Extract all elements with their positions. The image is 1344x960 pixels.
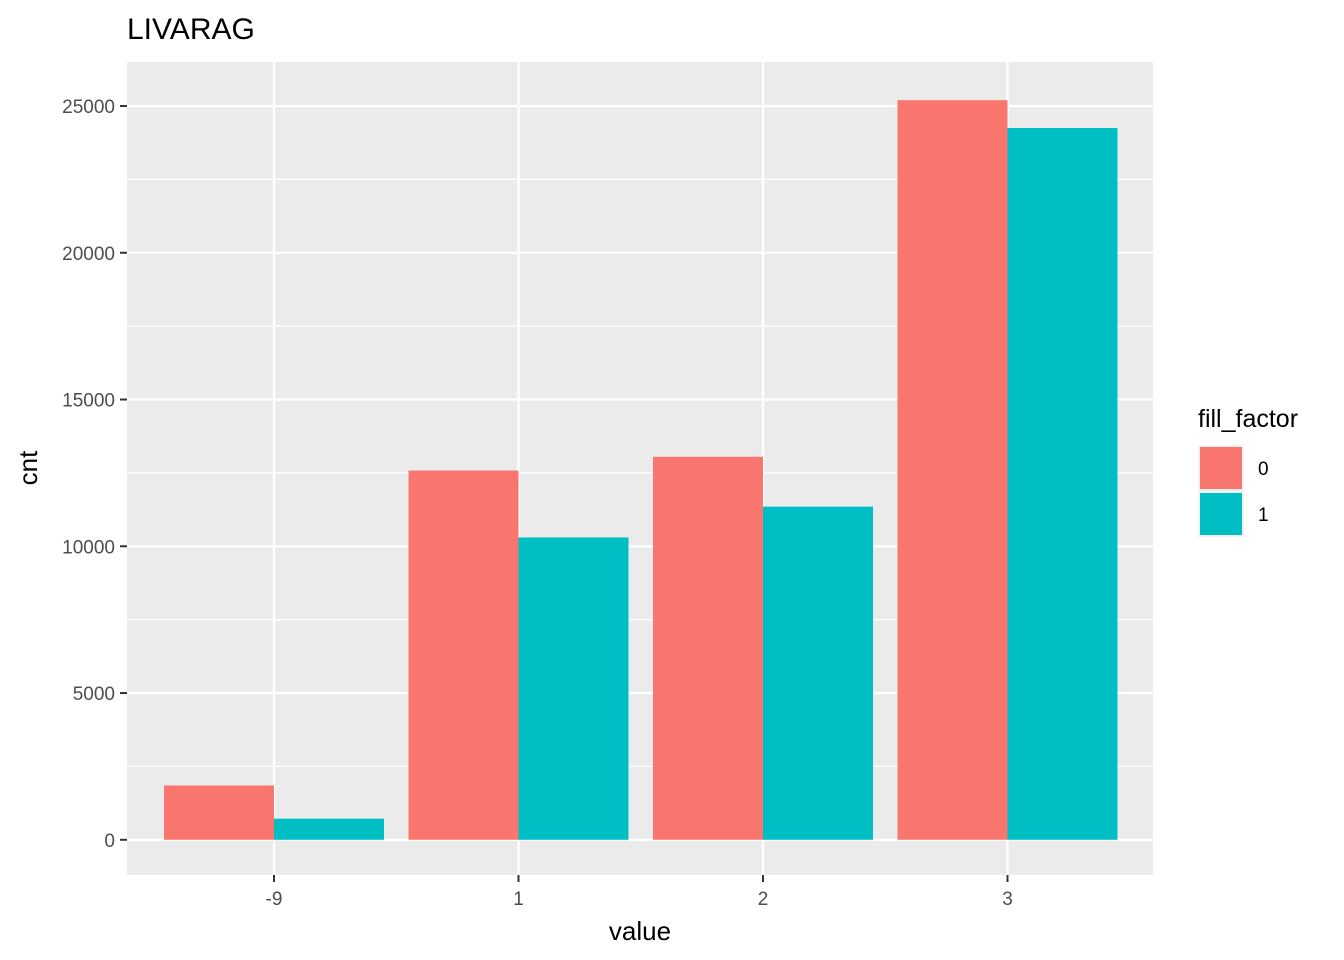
bar-series-1-3: [1007, 128, 1118, 840]
chart-title: LIVARAG: [127, 13, 255, 46]
y-tick-label: 25000: [62, 97, 115, 118]
x-axis: -9 1 2 3: [266, 875, 1013, 910]
x-axis-title: value: [609, 916, 671, 946]
bar-series-1-1: [518, 537, 629, 840]
x-tick-label: -9: [266, 889, 283, 910]
legend-swatch-1: [1200, 493, 1242, 535]
bar-series-0-3: [897, 100, 1008, 840]
legend-label-1: 1: [1258, 505, 1269, 526]
y-tick-label: 15000: [62, 391, 115, 412]
bar-series-1-2: [763, 506, 873, 840]
bar-series-0-1: [408, 470, 519, 840]
legend-label-0: 0: [1258, 459, 1269, 480]
bar-series-0-2: [653, 456, 763, 840]
y-axis-title: cnt: [13, 450, 43, 485]
x-tick-label: 3: [1002, 889, 1013, 910]
x-tick-label: 2: [758, 889, 769, 910]
bars: [164, 100, 1118, 840]
legend: fill_factor 0 1: [1198, 405, 1298, 537]
y-tick-label: 0: [104, 831, 115, 852]
x-tick-label: 1: [513, 889, 524, 910]
y-tick-label: 20000: [62, 244, 115, 265]
legend-swatch-0: [1200, 447, 1242, 489]
y-axis: 0 5000 10000 15000 20000 25000: [62, 97, 127, 852]
y-tick-label: 5000: [73, 684, 115, 705]
bar-series-0--9: [164, 785, 274, 840]
bar-series-1--9: [274, 818, 384, 840]
legend-title: fill_factor: [1198, 405, 1298, 433]
y-tick-label: 10000: [62, 537, 115, 558]
